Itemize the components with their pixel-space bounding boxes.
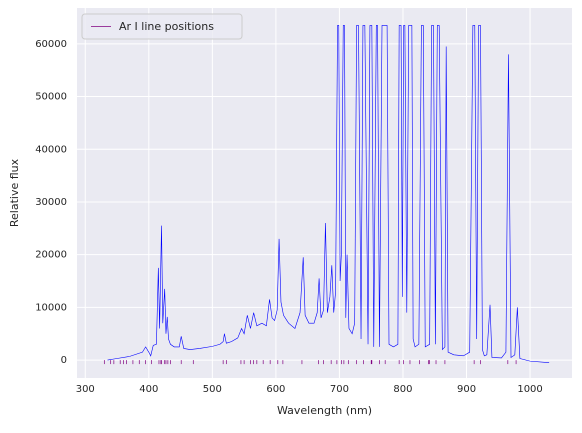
- y-tick-label: 10000: [35, 302, 67, 313]
- x-tick-label: 600: [266, 384, 285, 395]
- x-tick-label: 700: [330, 384, 349, 395]
- y-axis-label: Relative flux: [8, 158, 21, 227]
- x-tick-label: 400: [139, 384, 158, 395]
- y-tick-label: 30000: [35, 197, 67, 208]
- plot-area: [77, 8, 572, 378]
- x-tick-label: 900: [457, 384, 476, 395]
- spectrum-line: [107, 25, 550, 364]
- x-tick-label: 1000: [517, 384, 542, 395]
- legend-label: Ar I line positions: [119, 20, 214, 33]
- x-axis-label: Wavelength (nm): [277, 404, 372, 417]
- y-tick-label: 0: [61, 355, 67, 366]
- y-tick-label: 40000: [35, 144, 67, 155]
- x-tick-label: 300: [76, 384, 95, 395]
- legend-box: [81, 13, 243, 40]
- y-tick-label: 60000: [35, 39, 67, 50]
- y-tick-label: 50000: [35, 92, 67, 103]
- x-tick-label: 800: [393, 384, 412, 395]
- x-tick-label: 500: [203, 384, 222, 395]
- y-tick-label: 20000: [35, 250, 67, 261]
